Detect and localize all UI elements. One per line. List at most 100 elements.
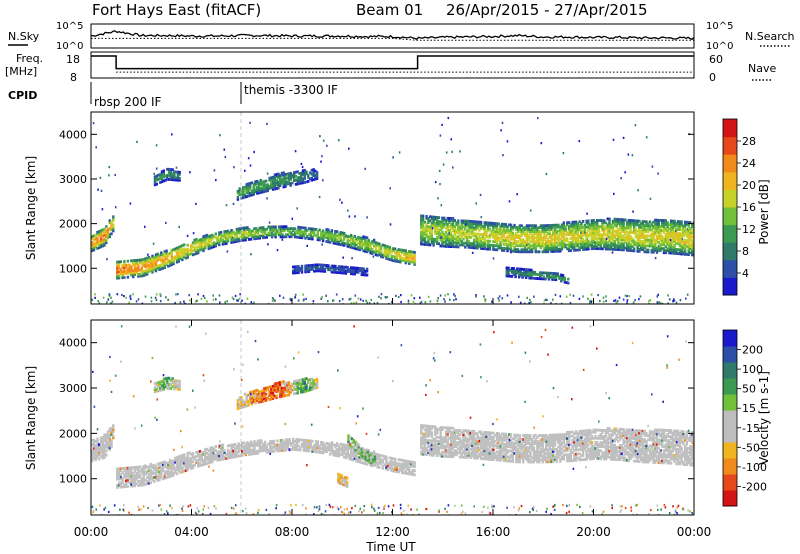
power-cell (339, 235, 342, 238)
power-cell (687, 247, 690, 250)
velocity-cell (408, 468, 411, 472)
velocity-cell (351, 454, 355, 458)
velocity-cell (267, 448, 270, 452)
velocity-cell (263, 448, 267, 452)
power-cell (423, 228, 427, 232)
power-cell (174, 301, 176, 304)
power-cell (99, 237, 103, 241)
power-cell (313, 229, 316, 233)
power-cell (597, 235, 601, 238)
velocity-cell (385, 457, 388, 461)
power-cell (655, 226, 659, 230)
power-cell (569, 301, 572, 304)
power-cell (692, 241, 694, 245)
velocity-cell (272, 450, 276, 453)
power-cell (686, 228, 689, 231)
velocity-cell (177, 463, 181, 467)
power-cell (668, 247, 671, 251)
power-cell (560, 225, 564, 229)
power-cell (678, 244, 682, 248)
power-cell (300, 266, 304, 270)
power-cell (541, 240, 544, 244)
power-cell (517, 267, 521, 271)
power-cell (273, 179, 277, 183)
power-cell (506, 294, 509, 297)
power-cell (293, 269, 297, 273)
velocity-cell (225, 457, 228, 460)
velocity-cell (292, 437, 295, 441)
power-cell (610, 237, 613, 241)
power-cell (169, 176, 172, 179)
power-cell (596, 225, 599, 228)
power-cell (479, 222, 483, 226)
power-cell (332, 233, 335, 237)
power-cell (450, 219, 453, 222)
power-cell (614, 299, 617, 302)
power-cell (279, 229, 283, 233)
power-cell (409, 256, 413, 260)
power-cell (457, 229, 460, 233)
power-cell (632, 227, 636, 231)
velocity-cell (133, 482, 137, 486)
power-cell (669, 249, 673, 253)
power-cell (243, 187, 247, 191)
power-cell (576, 230, 580, 234)
velocity-cell (387, 466, 390, 469)
power-cell (691, 231, 694, 235)
power-cell (154, 296, 157, 299)
power-cell (259, 189, 262, 192)
power-cell (618, 246, 622, 249)
nsearch-tick-top: 10^5 (706, 21, 733, 32)
velocity-cell (328, 444, 332, 448)
power-cell (239, 227, 242, 230)
power-cell (566, 233, 569, 237)
velocity-cell (404, 463, 407, 467)
power-cell (221, 238, 225, 242)
power-cell (508, 200, 511, 203)
power-cell (543, 248, 546, 252)
power-cell (587, 227, 590, 231)
power-cell (622, 242, 625, 246)
velocity-cell (314, 450, 318, 454)
velocity-cell (98, 447, 101, 451)
power-cell (592, 229, 595, 232)
power-cell (274, 225, 277, 229)
power-cell (315, 175, 319, 178)
power-cell (589, 231, 592, 235)
power-cell (170, 261, 173, 264)
power-cell (541, 250, 544, 254)
power-cell (289, 171, 292, 175)
power-cell (247, 184, 250, 188)
velocity-cell (163, 472, 166, 476)
power-cell (529, 228, 532, 232)
velocity-cell (225, 453, 228, 456)
velocity-cell (205, 458, 209, 461)
power-cell (673, 219, 676, 223)
velocity-cell (106, 442, 110, 446)
power-cell (578, 242, 581, 246)
velocity-cell (404, 471, 407, 475)
power-cell (634, 241, 638, 245)
power-cell (601, 223, 604, 227)
power-cell (533, 272, 537, 276)
power-cell (174, 176, 178, 180)
power-cell (587, 223, 590, 227)
power-cell (183, 249, 186, 253)
power-cell (544, 277, 547, 281)
power-cell (190, 248, 193, 251)
power-cell (669, 239, 672, 242)
velocity-cell (124, 472, 128, 476)
velocity-cell (228, 444, 232, 447)
velocity-cell (297, 440, 300, 444)
power-cell (548, 242, 551, 245)
power-cell (112, 227, 115, 231)
power-cell (341, 201, 343, 204)
power-cell (488, 247, 492, 251)
power-cell (276, 249, 279, 252)
power-cell (494, 224, 497, 227)
velocity-cell (378, 459, 381, 463)
power-cell (264, 185, 268, 189)
power-cell (580, 246, 583, 249)
power-cell (124, 270, 128, 273)
power-cell (636, 221, 639, 225)
